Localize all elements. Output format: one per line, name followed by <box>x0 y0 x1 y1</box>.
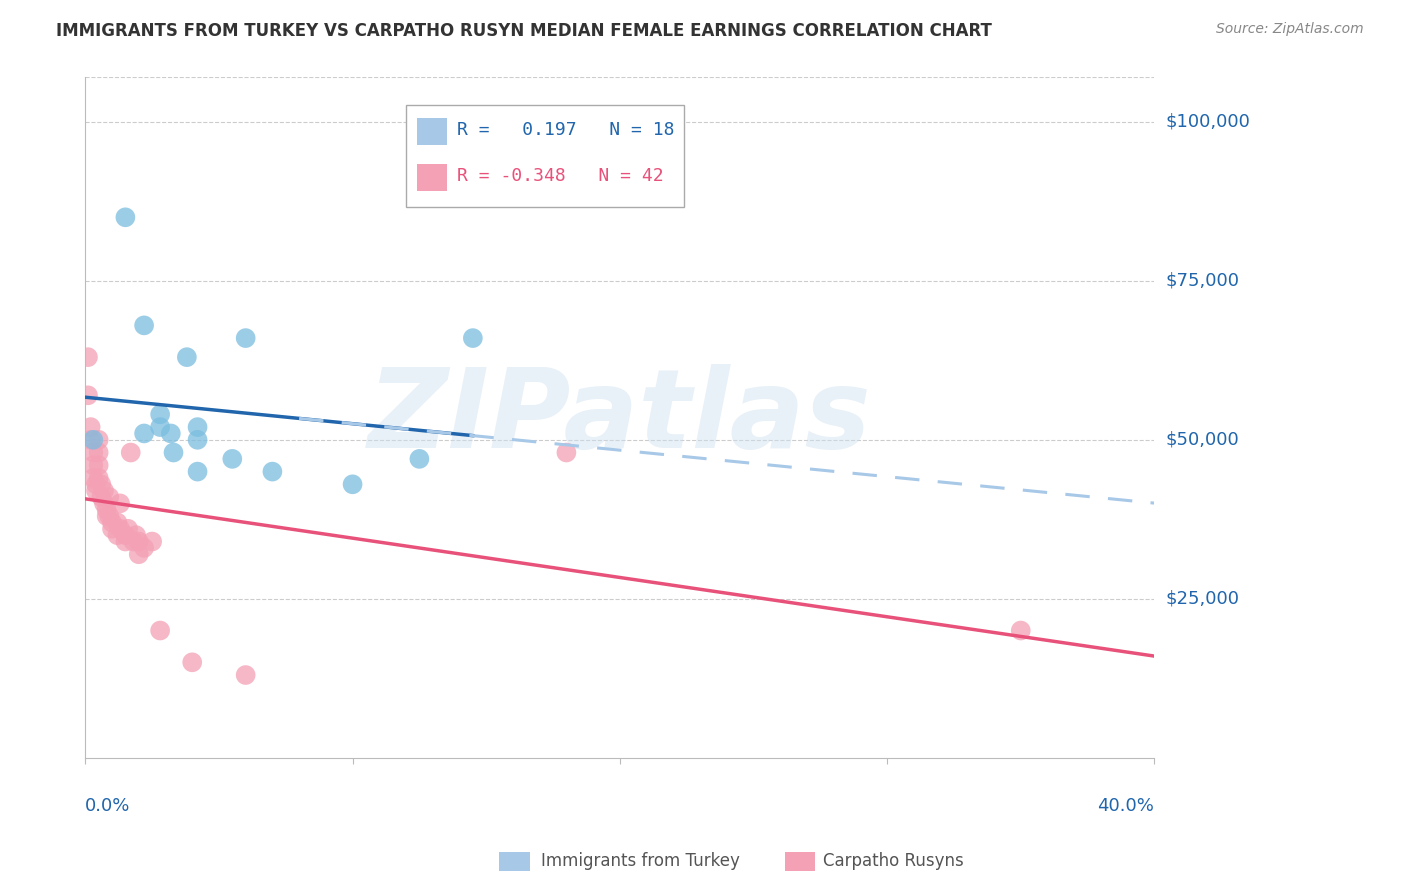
Point <box>114 534 136 549</box>
Point <box>77 350 100 364</box>
Point <box>117 522 139 536</box>
Point <box>262 465 284 479</box>
Point <box>555 445 578 459</box>
Point <box>122 534 145 549</box>
Point <box>162 445 184 459</box>
Point <box>132 318 155 333</box>
Point <box>149 624 172 638</box>
Point <box>149 408 172 422</box>
Text: R =   0.197   N = 18: R = 0.197 N = 18 <box>457 121 675 139</box>
Point <box>77 388 100 402</box>
Point <box>160 426 183 441</box>
Point <box>108 522 131 536</box>
Point <box>87 458 110 473</box>
Point <box>187 433 209 447</box>
Point <box>93 496 115 510</box>
Point <box>235 668 257 682</box>
Point <box>408 451 430 466</box>
Point <box>90 490 112 504</box>
Point <box>108 496 131 510</box>
Point <box>101 516 124 530</box>
Point <box>114 211 136 225</box>
Point <box>105 528 128 542</box>
Point <box>82 433 104 447</box>
Point <box>181 656 204 670</box>
Point <box>84 477 107 491</box>
Point <box>98 509 121 524</box>
Point <box>235 331 257 345</box>
Point <box>125 528 148 542</box>
Point <box>221 451 243 466</box>
Text: $100,000: $100,000 <box>1166 113 1250 131</box>
Point <box>82 458 104 473</box>
Text: $75,000: $75,000 <box>1166 272 1240 290</box>
Point <box>120 445 142 459</box>
Point <box>187 420 209 434</box>
Point <box>141 534 163 549</box>
Text: 0.0%: 0.0% <box>86 797 131 814</box>
Point <box>114 528 136 542</box>
Bar <box>416 164 447 191</box>
Text: Source: ZipAtlas.com: Source: ZipAtlas.com <box>1216 22 1364 37</box>
Text: Immigrants from Turkey: Immigrants from Turkey <box>541 852 740 870</box>
Point <box>96 502 118 516</box>
Point <box>342 477 364 491</box>
Point <box>79 420 101 434</box>
Text: IMMIGRANTS FROM TURKEY VS CARPATHO RUSYN MEDIAN FEMALE EARNINGS CORRELATION CHAR: IMMIGRANTS FROM TURKEY VS CARPATHO RUSYN… <box>56 22 993 40</box>
Text: 40.0%: 40.0% <box>1098 797 1154 814</box>
Point <box>96 509 118 524</box>
Point <box>82 445 104 459</box>
Point <box>149 420 172 434</box>
Point <box>82 471 104 485</box>
Point <box>87 471 110 485</box>
Point <box>105 516 128 530</box>
Point <box>461 331 484 345</box>
Point <box>93 483 115 498</box>
Point <box>132 541 155 555</box>
Text: Carpatho Rusyns: Carpatho Rusyns <box>823 852 963 870</box>
Point <box>90 477 112 491</box>
Text: $50,000: $50,000 <box>1166 431 1239 449</box>
Point <box>101 522 124 536</box>
Point <box>84 483 107 498</box>
Text: R = -0.348   N = 42: R = -0.348 N = 42 <box>457 167 664 185</box>
Point <box>87 433 110 447</box>
Point <box>87 445 110 459</box>
Point <box>132 426 155 441</box>
Bar <box>416 119 447 145</box>
Text: $25,000: $25,000 <box>1166 590 1240 607</box>
Point <box>98 490 121 504</box>
Point <box>79 433 101 447</box>
FancyBboxPatch shape <box>406 104 683 207</box>
Point <box>128 547 150 561</box>
Text: ZIPatlas: ZIPatlas <box>368 364 872 471</box>
Point <box>187 465 209 479</box>
Point <box>176 350 198 364</box>
Point <box>1010 624 1032 638</box>
Point <box>128 534 150 549</box>
